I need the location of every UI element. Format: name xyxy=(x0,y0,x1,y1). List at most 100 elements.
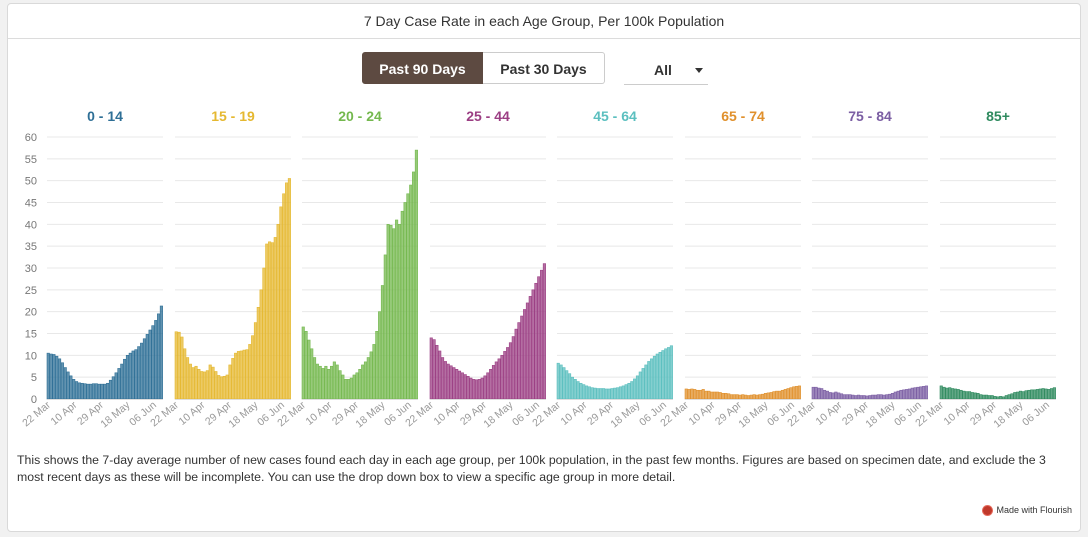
bar xyxy=(94,383,98,400)
bar xyxy=(1038,388,1042,400)
bar xyxy=(842,394,846,400)
bar xyxy=(466,375,470,400)
bar xyxy=(783,389,787,400)
bar xyxy=(999,396,1003,400)
bar xyxy=(86,383,90,400)
bar xyxy=(825,390,829,400)
header: 7 Day Case Rate in each Age Group, Per 1… xyxy=(8,4,1080,39)
bar xyxy=(916,386,920,400)
bar xyxy=(120,363,124,400)
bar xyxy=(100,383,104,400)
y-tick-label: 5 xyxy=(31,372,37,384)
bar xyxy=(579,382,583,400)
bar xyxy=(661,350,665,400)
bar xyxy=(256,306,260,400)
past-30-days-button[interactable]: Past 30 Days xyxy=(483,52,605,84)
bar xyxy=(996,396,1000,400)
bar xyxy=(749,394,753,400)
bar xyxy=(562,367,566,400)
bar xyxy=(400,210,404,400)
bar xyxy=(658,351,662,400)
bar xyxy=(205,370,209,400)
bar xyxy=(327,369,331,400)
bar xyxy=(684,388,688,400)
bar xyxy=(366,357,370,400)
bar xyxy=(707,390,711,400)
bar xyxy=(69,375,73,400)
bar xyxy=(137,346,141,400)
dropdown-value: All xyxy=(654,62,672,78)
bar xyxy=(718,392,722,400)
bar xyxy=(741,394,745,400)
bar xyxy=(868,395,872,400)
bar xyxy=(624,384,628,400)
bar xyxy=(55,355,59,400)
panel-title: 20 - 24 xyxy=(338,108,382,124)
bar xyxy=(984,394,989,400)
bar xyxy=(621,385,625,400)
bar xyxy=(959,389,963,400)
bar xyxy=(520,315,524,400)
bar xyxy=(301,326,305,400)
bar xyxy=(698,389,702,400)
x-tick-label: 18 May xyxy=(736,399,771,431)
bar xyxy=(704,390,708,400)
bar xyxy=(1021,391,1025,400)
panel-title: 45 - 64 xyxy=(593,108,637,124)
bar xyxy=(845,394,849,400)
bar xyxy=(228,364,232,400)
bar xyxy=(701,389,705,400)
bar xyxy=(604,388,608,400)
panel-title: 75 - 84 xyxy=(848,108,892,124)
bar xyxy=(332,361,336,400)
bar xyxy=(1027,389,1031,400)
x-tick-label: 18 May xyxy=(991,399,1026,431)
bar xyxy=(89,383,93,400)
bar xyxy=(386,224,390,400)
bar xyxy=(234,352,238,400)
bar xyxy=(854,395,858,400)
bar xyxy=(49,353,53,400)
bar xyxy=(761,393,765,400)
bar xyxy=(862,395,866,400)
bar xyxy=(630,381,634,400)
bar xyxy=(358,369,362,400)
bar xyxy=(251,335,255,400)
bar xyxy=(497,358,501,400)
bar xyxy=(610,388,614,400)
y-tick-label: 10 xyxy=(25,350,37,362)
bar xyxy=(899,389,903,400)
bar xyxy=(432,339,436,400)
bar xyxy=(355,372,359,400)
bar xyxy=(329,365,334,400)
bar xyxy=(613,387,617,400)
bar xyxy=(375,331,379,400)
bar xyxy=(607,388,611,400)
bar xyxy=(279,206,283,400)
made-with-flourish-link[interactable]: Made with Flourish xyxy=(983,505,1072,515)
bar xyxy=(1030,389,1034,400)
chevron-down-icon xyxy=(694,67,703,73)
bar xyxy=(735,394,739,400)
bar xyxy=(108,379,113,400)
bar xyxy=(236,351,241,400)
bar xyxy=(397,224,401,400)
bar xyxy=(780,389,784,400)
bar xyxy=(285,182,289,400)
bar xyxy=(1013,392,1017,400)
bar xyxy=(820,388,824,400)
age-group-dropdown[interactable]: All xyxy=(624,56,708,85)
bar xyxy=(939,385,943,400)
bar xyxy=(191,367,195,400)
x-tick-label: 10 Apr xyxy=(686,399,717,428)
past-90-days-button[interactable]: Past 90 Days xyxy=(362,52,483,84)
panel-title: 85+ xyxy=(986,108,1010,124)
bar xyxy=(395,219,399,400)
bar xyxy=(534,282,538,400)
bar xyxy=(222,375,226,400)
bar xyxy=(225,374,229,400)
bar xyxy=(721,393,725,400)
